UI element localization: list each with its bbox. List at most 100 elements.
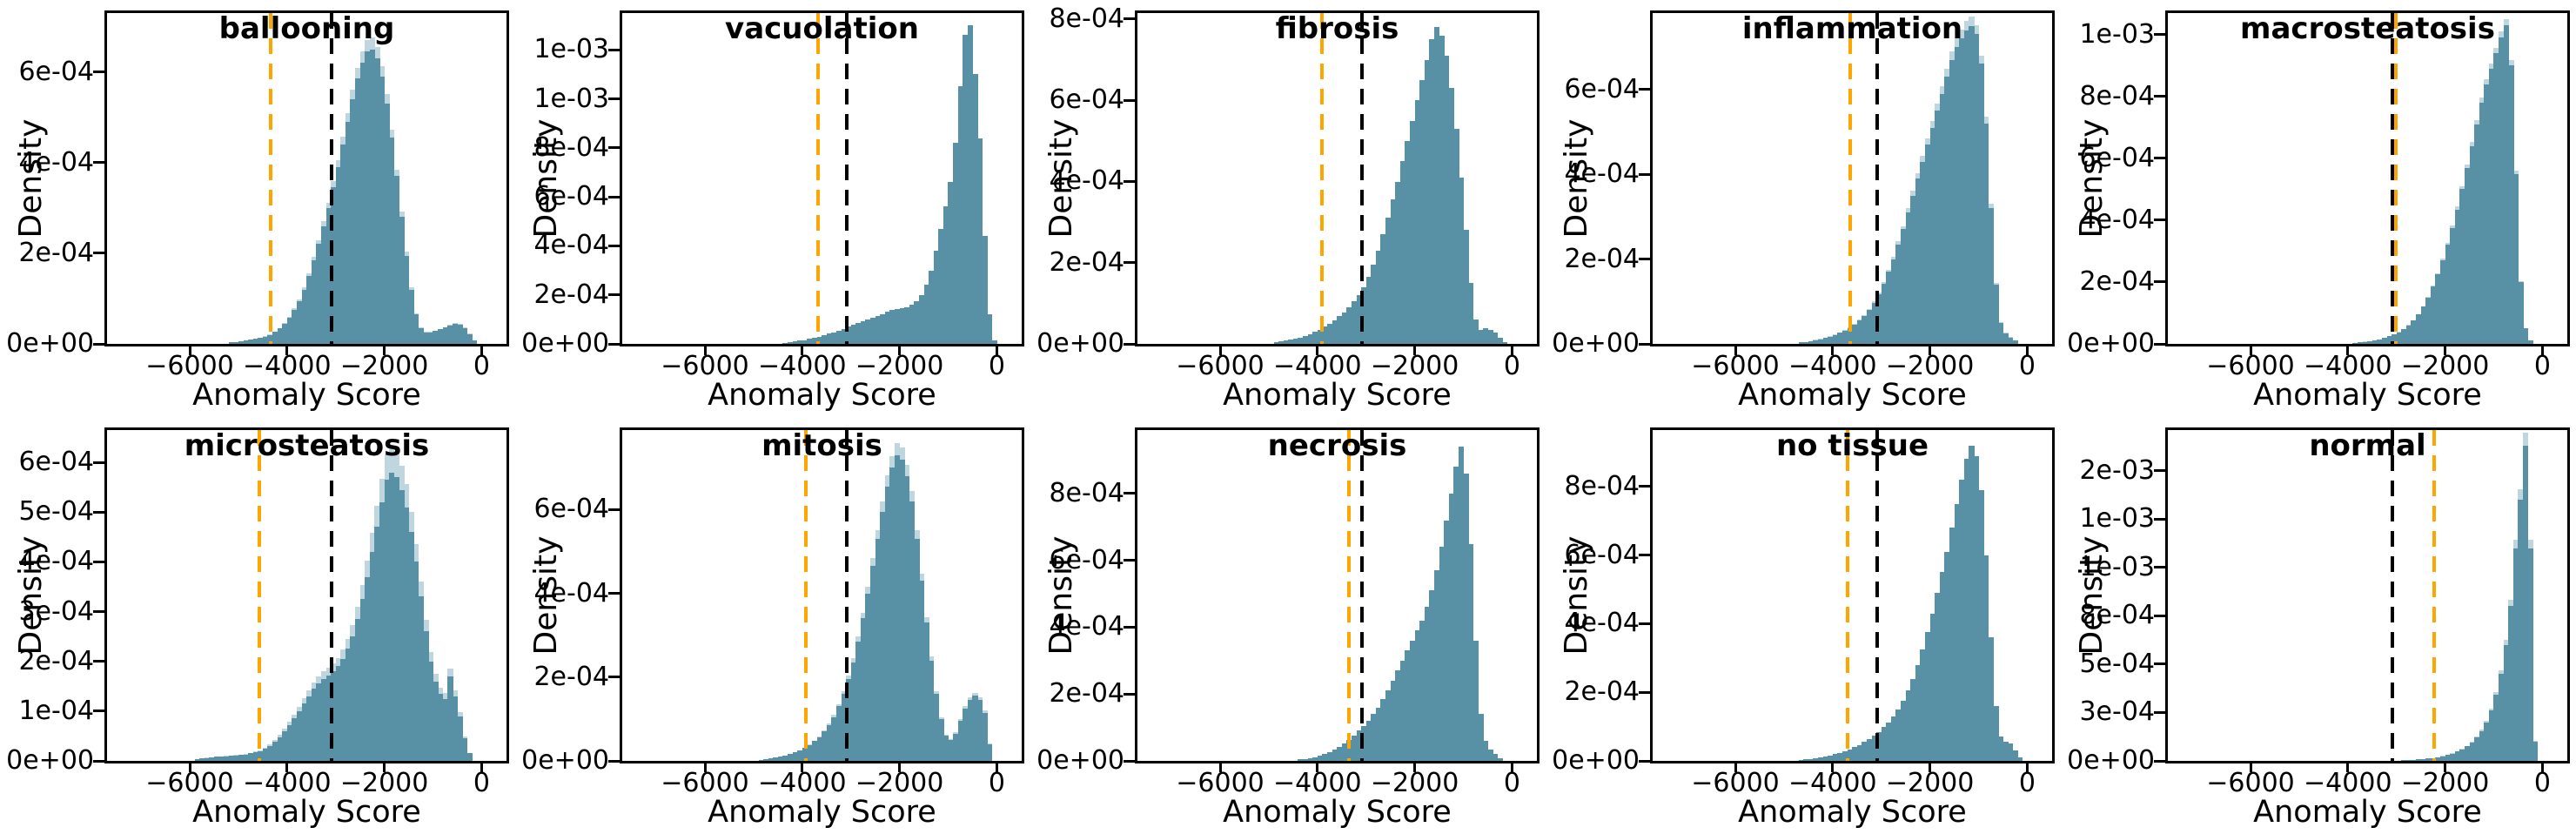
- histogram-bar: [238, 341, 245, 344]
- histogram-bar: [1380, 234, 1386, 344]
- histogram-bar: [816, 336, 822, 344]
- x-axis-label: Anomaly Score: [1223, 795, 1452, 830]
- histogram-bar: [1915, 664, 1922, 761]
- y-axis-label: Density: [528, 535, 564, 656]
- histogram-bar: [243, 340, 249, 344]
- histogram-bar: [438, 693, 444, 761]
- x-tick-label: −2000: [2400, 351, 2490, 381]
- x-tick-label: −4000: [758, 768, 847, 798]
- histogram-bar: [2454, 751, 2461, 761]
- y-tick-label: 2e-04: [2079, 266, 2155, 297]
- histogram-bar: [335, 167, 341, 344]
- y-tick: [1124, 17, 1135, 21]
- x-tick: [2540, 346, 2544, 355]
- histogram-bar: [320, 678, 327, 761]
- y-tick: [2154, 566, 2165, 569]
- histogram-bar: [2367, 340, 2373, 344]
- histogram-bar: [2464, 746, 2471, 761]
- y-tick-label: 0e+00: [1036, 328, 1124, 359]
- histogram-bar: [1944, 551, 1950, 761]
- histogram-bar: [1939, 93, 1946, 344]
- x-tick: [285, 346, 289, 355]
- histogram-bar: [379, 501, 386, 761]
- histogram-bar: [1493, 332, 1499, 344]
- histogram-bar: [1439, 547, 1445, 761]
- x-axis-label: Anomaly Score: [2253, 378, 2482, 413]
- threshold-line-black: [1875, 430, 1880, 761]
- histogram-bar: [2469, 742, 2475, 761]
- plot-area: necrosis: [1135, 427, 1540, 763]
- histogram-bar: [1326, 323, 1333, 344]
- x-tick: [1929, 763, 1932, 772]
- histogram-bar: [311, 689, 318, 761]
- histogram-bar: [1458, 447, 1465, 761]
- histogram-bar: [320, 225, 327, 344]
- y-tick-label: 6e-04: [18, 447, 94, 478]
- y-tick: [1639, 554, 1650, 557]
- histogram-bar: [1482, 328, 1489, 344]
- histogram-bar: [1983, 555, 1989, 761]
- subplot-inflammation: inflammation 0e+00 2e-04 4e-04 6e-04 −6000 −40…: [1546, 0, 2061, 417]
- histogram-bar: [909, 501, 916, 761]
- subplot-fibrosis: fibrosis 0e+00 2e-04 4e-04 6e-04 8e-04 −6000 −4…: [1030, 0, 1546, 417]
- plot-area: fibrosis: [1135, 10, 1540, 346]
- x-tick-label: −6000: [661, 351, 749, 381]
- y-tick: [1639, 172, 1650, 176]
- histogram-bar: [972, 74, 978, 344]
- histogram-bar: [1954, 503, 1960, 761]
- histogram-bar: [792, 752, 798, 761]
- histogram-bar: [2464, 167, 2471, 344]
- x-tick: [1218, 763, 1222, 772]
- histogram-bar: [1871, 302, 1877, 344]
- histogram-bar: [262, 336, 269, 344]
- histogram-bars: [622, 430, 1022, 761]
- histogram-bar: [909, 304, 916, 344]
- y-tick-label: 6e-04: [2079, 142, 2155, 173]
- histogram-bar: [2377, 339, 2383, 344]
- histogram-bar: [1920, 161, 1926, 344]
- histogram-bar: [433, 331, 439, 344]
- histogram-bar: [272, 742, 278, 761]
- histogram-bar: [982, 712, 988, 761]
- histogram-bar: [2425, 297, 2432, 344]
- histogram-bar: [1876, 731, 1882, 761]
- histogram-bar: [2493, 695, 2499, 761]
- subplot-microsteatosis: microsteatosis 0e+00 1e-04 2e-04 3e-04 4e-04 5…: [0, 417, 515, 834]
- y-tick: [2154, 33, 2165, 37]
- histogram-bar: [1356, 730, 1362, 761]
- histogram-bar: [1925, 632, 1931, 761]
- y-tick-label: 6e-04: [533, 181, 609, 212]
- threshold-line-black: [2390, 13, 2394, 344]
- histogram-bar: [1832, 754, 1839, 761]
- histogram-bar: [316, 683, 322, 761]
- y-tick: [2154, 614, 2165, 617]
- histogram-bar: [904, 475, 910, 761]
- histogram-bar: [384, 104, 390, 344]
- histogram-bar: [977, 700, 983, 761]
- y-tick-label: 4e-04: [18, 546, 94, 577]
- histogram-bar: [987, 314, 993, 344]
- histogram-bar: [243, 754, 249, 761]
- histogram-bar: [1993, 706, 1999, 761]
- histogram-bar: [1312, 757, 1318, 761]
- histogram-bar: [2008, 337, 2014, 344]
- histogram-bar: [228, 756, 235, 761]
- x-tick-label: 0: [2533, 351, 2551, 381]
- histogram-bar: [1337, 746, 1343, 761]
- histogram-bar: [899, 459, 905, 761]
- histogram-bar: [1997, 322, 2004, 344]
- histogram-bar: [1944, 77, 1950, 344]
- y-tick: [608, 676, 620, 679]
- histogram-bar: [345, 121, 352, 344]
- histogram-bar: [2484, 722, 2490, 761]
- histogram-bar: [1978, 64, 1984, 344]
- histogram-bar: [1828, 336, 1834, 344]
- histogram-bar: [1949, 528, 1955, 761]
- histogram-bar: [1482, 740, 1489, 761]
- histogram-bar: [1905, 690, 1911, 761]
- x-tick-label: −4000: [243, 351, 332, 381]
- histogram-bar: [2454, 209, 2461, 344]
- y-tick-label: 0e+00: [1036, 745, 1124, 776]
- histogram-bar: [447, 676, 453, 761]
- x-tick-label: 0: [2018, 768, 2036, 798]
